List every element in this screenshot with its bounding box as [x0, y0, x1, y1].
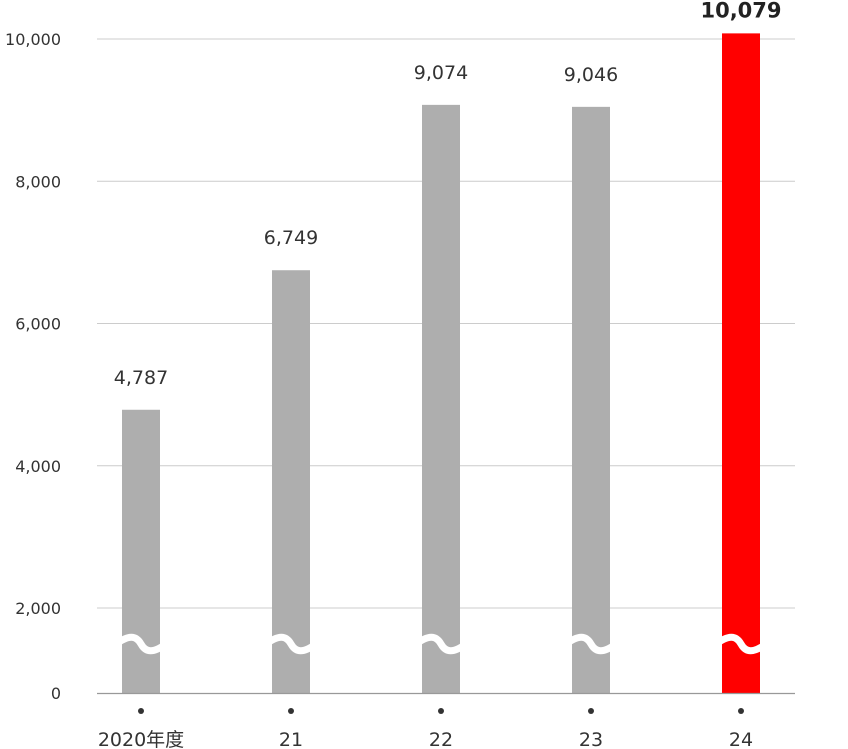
- axis-break-mark: [563, 633, 619, 655]
- x-tick-label: 23: [579, 729, 603, 749]
- y-tick-label: 10,000: [5, 30, 61, 49]
- x-axis-ticks: 2020年度 21 22 23 24: [98, 708, 753, 749]
- bar: [722, 33, 760, 694]
- x-tick-label: 22: [429, 729, 453, 749]
- x-tick-dot: [438, 708, 444, 714]
- bar: [272, 270, 310, 693]
- value-labels: 4,787 6,749 9,074 9,046 10,079: [114, 0, 782, 389]
- bar: [422, 104, 460, 693]
- axis-break-mark: [113, 633, 169, 655]
- x-tick-dot: [588, 708, 594, 714]
- y-tick-label: 2,000: [15, 599, 61, 618]
- y-tick-label: 0: [51, 684, 61, 703]
- axis-break-mark: [413, 633, 469, 655]
- y-tick-label: 6,000: [15, 315, 61, 334]
- x-tick-dot: [138, 708, 144, 714]
- x-tick-dot: [288, 708, 294, 714]
- axis-break-mark: [263, 633, 319, 655]
- axis-break-mark: [713, 633, 769, 655]
- value-label: 9,074: [414, 62, 468, 84]
- x-tick-label: 24: [729, 729, 753, 749]
- value-label: 9,046: [564, 64, 618, 86]
- bars: [122, 33, 760, 694]
- bar: [572, 106, 610, 693]
- y-tick-label: 4,000: [15, 457, 61, 476]
- x-tick-label: 21: [279, 729, 303, 749]
- x-tick-label: 2020年度: [98, 729, 184, 749]
- y-axis-ticks: 0 2,000 4,000 6,000 8,000 10,000: [5, 30, 61, 703]
- x-tick-dot: [738, 708, 744, 714]
- value-label: 10,079: [700, 0, 781, 22]
- value-label: 4,787: [114, 367, 168, 389]
- value-label: 6,749: [264, 227, 318, 249]
- y-tick-label: 8,000: [15, 172, 61, 191]
- axis-break-marks: [113, 633, 769, 655]
